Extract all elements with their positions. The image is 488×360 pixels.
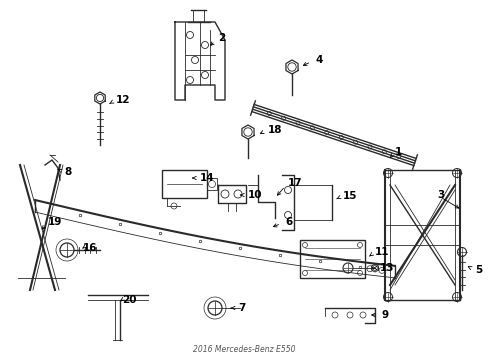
Text: 7: 7: [238, 303, 245, 313]
Text: 6: 6: [285, 217, 292, 227]
Text: 11: 11: [374, 247, 389, 257]
Text: 2: 2: [218, 33, 225, 43]
Text: 8: 8: [64, 167, 71, 177]
Text: 3: 3: [436, 190, 443, 200]
Text: 9: 9: [381, 310, 388, 320]
Text: 10: 10: [247, 190, 262, 200]
Text: 18: 18: [267, 125, 282, 135]
Text: 14: 14: [200, 173, 214, 183]
Text: 2016 Mercedes-Benz E550: 2016 Mercedes-Benz E550: [193, 346, 295, 355]
Text: 20: 20: [122, 295, 136, 305]
Text: 4: 4: [314, 55, 322, 65]
Text: 12: 12: [116, 95, 130, 105]
Text: 5: 5: [474, 265, 481, 275]
Text: 19: 19: [48, 217, 62, 227]
Text: 1: 1: [394, 147, 402, 157]
Text: 17: 17: [287, 178, 302, 188]
Text: 15: 15: [342, 191, 357, 201]
Text: 16: 16: [83, 243, 97, 253]
Text: 13: 13: [379, 263, 394, 273]
